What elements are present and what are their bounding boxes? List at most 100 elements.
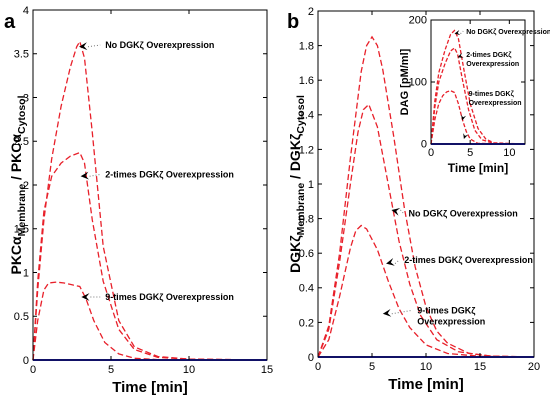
- series-line-1: [430, 46, 526, 145]
- series-line-2: [32, 281, 268, 361]
- annotation-text: No DGKζ Overexpression: [409, 208, 518, 218]
- y-axis-label-part: Cytosol: [16, 95, 28, 134]
- y-tick-label: 1: [23, 267, 29, 279]
- y-tick-label: 3: [23, 92, 29, 104]
- y-tick-label: 4: [23, 5, 29, 17]
- x-tick-label: 10: [503, 147, 515, 159]
- x-tick-label: 15: [474, 361, 486, 373]
- y-tick-label: 0: [308, 352, 314, 364]
- leader-line: [391, 309, 413, 315]
- y-tick-label: 0: [23, 355, 29, 367]
- axes-frame: [32, 9, 268, 361]
- y-axis-label: PKCαMembrane / PKCαCytosol: [8, 95, 28, 274]
- series-line-0: [430, 29, 526, 145]
- y-tick-label: 0: [421, 139, 427, 151]
- series-line-0: [32, 39, 268, 361]
- series-line-2: [317, 224, 535, 358]
- arrow-head: [454, 29, 461, 36]
- annotation-text: Overexpression: [469, 100, 522, 107]
- arrow-head: [463, 133, 469, 140]
- y-tick-label: 2.5: [14, 136, 29, 148]
- x-tick-label: 0: [30, 364, 36, 376]
- chart-b: 0 5 10 15 2000.20.40.60.811.21.41.61.82Time …: [287, 6, 540, 393]
- y-tick-label: 0.5: [14, 311, 29, 323]
- y-tick-label: 1: [308, 179, 314, 191]
- annotation-text: 2-times DGKζ Overexpression: [404, 255, 533, 265]
- y-tick-label: 1.8: [299, 40, 314, 52]
- arrow-head: [460, 114, 467, 121]
- x-tick-label: 0: [315, 361, 321, 373]
- y-tick-label: 0.4: [299, 283, 314, 295]
- y-tick-label: 0.8: [299, 213, 314, 225]
- leader-line: [89, 174, 101, 177]
- arrow-head: [457, 52, 464, 58]
- arrow-head: [382, 308, 392, 317]
- y-axis-label: DGKζMembrane / DGKζCytosol: [287, 95, 307, 273]
- x-tick-label: 5: [467, 147, 473, 159]
- y-axis-label-part: PKCα: [8, 236, 24, 275]
- annotation-1: 2-times DGKζ Overexpression: [457, 52, 519, 68]
- y-tick-label: 2: [23, 180, 29, 192]
- x-axis-label: Time [min]: [388, 376, 464, 393]
- y-tick-label: 1.6: [299, 75, 314, 87]
- arrow-head: [81, 293, 90, 301]
- series-line-1: [317, 103, 535, 358]
- y-tick-label: 1.5: [14, 224, 29, 236]
- x-tick-label: 5: [369, 361, 375, 373]
- arrow-head: [391, 207, 401, 216]
- x-tick-label: 0: [428, 147, 434, 159]
- arrow-head: [386, 258, 395, 266]
- series-line-0: [317, 35, 535, 358]
- y-tick-label: 3.5: [14, 49, 29, 61]
- annotation-text: No DGKζ Overexpression: [105, 40, 214, 50]
- annotation-3: [463, 133, 469, 140]
- x-tick-label: 5: [108, 364, 114, 376]
- y-axis-label-part: / DGKζ: [287, 133, 303, 183]
- y-tick-label: 1.4: [299, 110, 314, 122]
- annotation-0: No DGKζ Overexpression: [454, 29, 550, 36]
- leader-line: [460, 30, 464, 35]
- x-tick-label: 15: [261, 364, 273, 376]
- y-axis-label-part: Membrane: [16, 184, 28, 237]
- y-tick-label: 100: [409, 77, 427, 89]
- leader-line: [400, 209, 404, 214]
- leader-line: [394, 259, 400, 264]
- leader-line: [87, 44, 101, 48]
- y-tick-label: 0.2: [299, 317, 314, 329]
- x-tick-label: 20: [528, 361, 540, 373]
- annotation-1: 2-times DGKζ Overexpression: [80, 170, 234, 180]
- x-axis-label: Time [min]: [112, 379, 188, 396]
- inset-background: [431, 20, 525, 144]
- y-tick-label: 1.2: [299, 144, 314, 156]
- annotation-text: 9-times DGKζ Overexpression: [105, 292, 234, 302]
- annotation-text: No DGKζ Overexpression: [466, 29, 550, 36]
- y-axis-label-part: Cytosol: [295, 95, 307, 134]
- y-tick-label: 2: [308, 6, 314, 18]
- series-line-1: [32, 151, 268, 361]
- annotation-text: 2-times DGKζ Overexpression: [105, 170, 234, 180]
- annotation-text: 9-times DGKζ: [469, 91, 515, 98]
- y-axis-label: DAG [pM/ml]: [399, 48, 411, 115]
- series-line-2: [430, 90, 526, 145]
- annotation-0: No DGKζ Overexpression: [391, 207, 518, 218]
- y-axis-label-part: DGKζ: [287, 235, 303, 273]
- x-axis-label: Time [min]: [448, 161, 508, 175]
- annotation-text: Overexpression: [466, 61, 519, 68]
- annotation-2: 9-times DGKζ Overexpression: [81, 292, 234, 302]
- y-axis-label-part: / PKCα: [8, 134, 24, 184]
- panel-label-a: a: [4, 11, 16, 33]
- chart-a: 0 5 10 15 0 0.5 1 1.5 2 2.5 3 3.5 4 Time [min] PKCαMem…: [8, 5, 273, 396]
- y-axis-label-part: Membrane: [295, 183, 307, 236]
- y-tick-label: 200: [409, 15, 427, 27]
- arrow-head: [79, 42, 88, 51]
- y-tick-label: 0.6: [299, 248, 314, 260]
- arrow-head: [80, 171, 89, 180]
- annotation-text: Overexpression: [417, 316, 485, 326]
- x-tick-label: 10: [183, 364, 195, 376]
- annotation-0: No DGKζ Overexpression: [79, 40, 214, 51]
- annotation-2: 9-times DGKζ Overexpression: [460, 91, 522, 121]
- annotation-text: 2-times DGKζ: [466, 52, 512, 59]
